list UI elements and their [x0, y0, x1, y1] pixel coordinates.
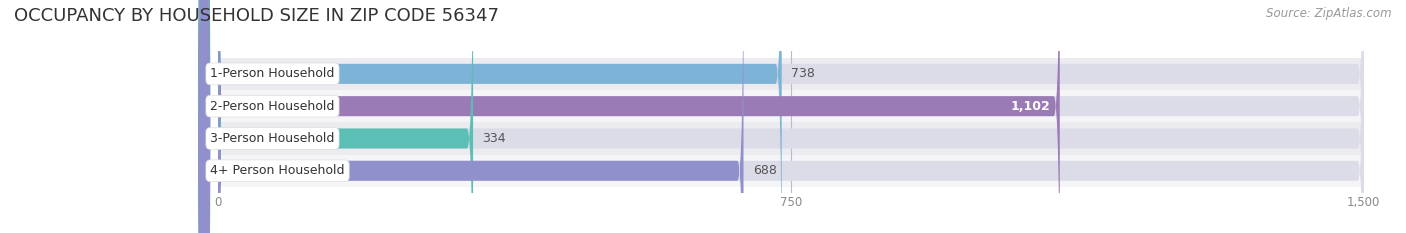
Text: 334: 334 — [482, 132, 506, 145]
FancyBboxPatch shape — [218, 90, 1364, 122]
FancyBboxPatch shape — [218, 0, 1060, 233]
FancyBboxPatch shape — [218, 0, 472, 233]
Text: OCCUPANCY BY HOUSEHOLD SIZE IN ZIP CODE 56347: OCCUPANCY BY HOUSEHOLD SIZE IN ZIP CODE … — [14, 7, 499, 25]
Circle shape — [198, 0, 209, 233]
FancyBboxPatch shape — [218, 0, 1364, 233]
Text: 1,102: 1,102 — [1011, 100, 1050, 113]
Circle shape — [198, 0, 209, 233]
FancyBboxPatch shape — [218, 155, 1364, 187]
Text: Source: ZipAtlas.com: Source: ZipAtlas.com — [1267, 7, 1392, 20]
Text: 688: 688 — [752, 164, 776, 177]
Circle shape — [198, 0, 209, 233]
FancyBboxPatch shape — [218, 0, 1364, 233]
FancyBboxPatch shape — [218, 0, 1364, 233]
FancyBboxPatch shape — [218, 0, 1364, 233]
FancyBboxPatch shape — [218, 58, 1364, 90]
Circle shape — [198, 0, 209, 233]
FancyBboxPatch shape — [218, 0, 744, 233]
Text: 2-Person Household: 2-Person Household — [211, 100, 335, 113]
Text: 738: 738 — [790, 67, 814, 80]
FancyBboxPatch shape — [218, 0, 782, 233]
Text: 3-Person Household: 3-Person Household — [211, 132, 335, 145]
Text: 1-Person Household: 1-Person Household — [211, 67, 335, 80]
Text: 4+ Person Household: 4+ Person Household — [211, 164, 344, 177]
FancyBboxPatch shape — [218, 122, 1364, 155]
